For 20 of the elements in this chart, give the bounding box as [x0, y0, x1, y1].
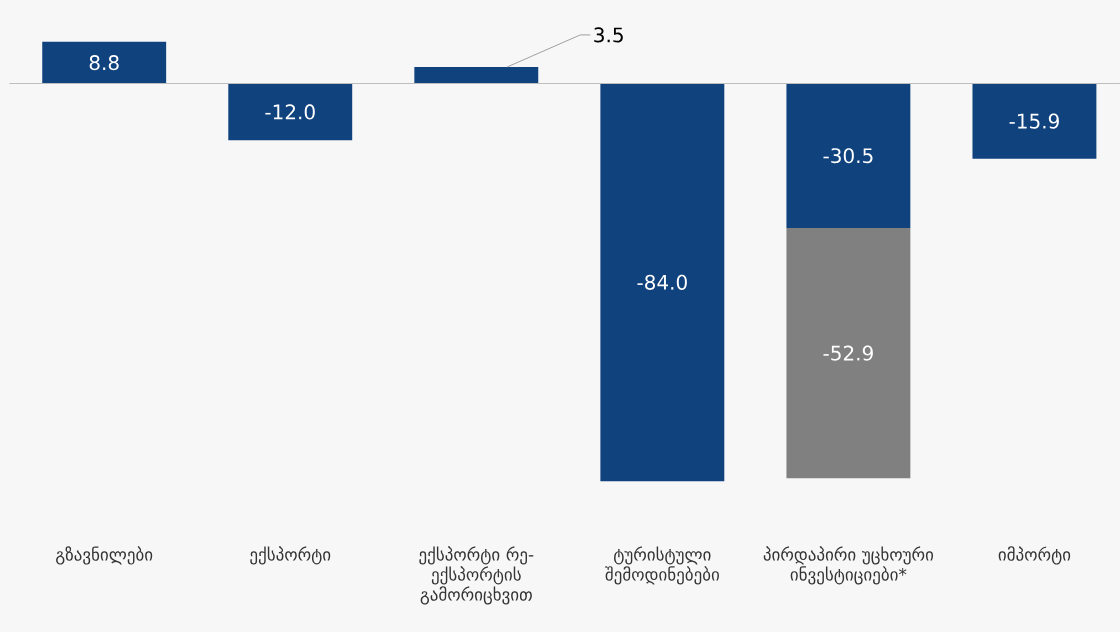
data-label: 8.8: [89, 55, 119, 71]
x-tick-label: ექსპორტი რე-ექსპორტის გამორიცხვით: [419, 546, 534, 605]
data-label: -30.5: [823, 148, 873, 164]
data-label: 3.5: [594, 27, 623, 43]
data-label: -12.0: [265, 104, 315, 120]
data-label: -15.9: [1009, 113, 1059, 129]
bar: [414, 66, 539, 84]
data-label: -52.9: [823, 345, 873, 361]
x-tick-label: გზავნილები: [56, 546, 153, 565]
x-tick-label: იმპორტი: [998, 546, 1071, 565]
x-tick-label: პირდაპირი უცხოური ინვესტიციები*: [763, 546, 934, 585]
x-tick-label: ექსპორტი: [250, 546, 331, 565]
bar: [786, 227, 911, 479]
bar: [600, 83, 725, 482]
bar: [786, 83, 911, 228]
bar: [228, 83, 353, 141]
bar: [972, 83, 1097, 159]
bar: [42, 41, 167, 84]
x-tick-label: ტურისტული შემოდინებები: [605, 546, 719, 585]
data-label: -84.0: [637, 274, 687, 290]
